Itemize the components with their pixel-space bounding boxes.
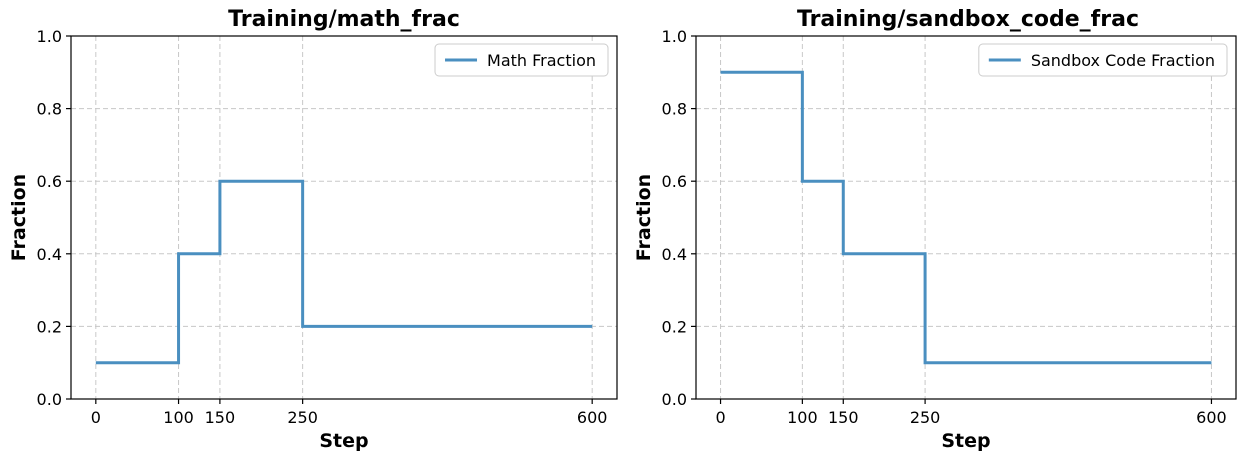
x-tick-label: 100	[787, 408, 818, 427]
legend: Math Fraction	[434, 43, 609, 77]
y-tick-label: 0.6	[662, 172, 687, 191]
chart-math-frac: 0 100 150 250 600 0.0 0.2 0.4 0.6 0.8 1.0 Training/…	[8, 7, 618, 451]
x-tick-label: 100	[163, 408, 194, 427]
y-tick-label: 1.0	[37, 27, 62, 46]
plot-frame	[695, 35, 1237, 400]
chart-sandbox-code-frac: 0 100 150 250 600 0.0 0.2 0.4 0.6 0.8 1.0 Training/…	[633, 7, 1237, 451]
legend-box	[978, 43, 1228, 77]
y-tick-label: 0.8	[37, 100, 62, 119]
x-tick-label: 150	[205, 408, 236, 427]
x-tick-label: 0	[91, 408, 101, 427]
x-tick-label: 150	[828, 408, 859, 427]
chart-title: Training/math_frac	[228, 7, 460, 32]
y-tick-label: 0.2	[662, 317, 687, 336]
y-tick-label: 0.0	[37, 390, 62, 409]
series-line	[95, 179, 593, 365]
x-tick-label: 250	[287, 408, 318, 427]
chart-title: Training/sandbox_code_frac	[797, 7, 1139, 32]
y-tick-label: 0.0	[662, 390, 687, 409]
y-tick-label: 0.4	[37, 245, 62, 264]
legend: Sandbox Code Fraction	[978, 43, 1228, 77]
x-tick-label: 250	[910, 408, 941, 427]
y-tick-label: 0.6	[37, 172, 62, 191]
legend-box	[434, 43, 609, 77]
y-axis-label: Fraction	[8, 174, 30, 261]
x-tick-label: 0	[715, 408, 725, 427]
y-tick-label: 1.0	[662, 27, 687, 46]
y-tick-label: 0.8	[662, 100, 687, 119]
x-tick-label: 600	[1196, 408, 1227, 427]
series-line	[720, 70, 1212, 365]
y-tick-label: 0.4	[662, 245, 687, 264]
y-tick-label: 0.2	[37, 317, 62, 336]
x-axis-label: Step	[319, 430, 368, 451]
x-tick-label: 600	[577, 408, 608, 427]
plot-frame	[70, 35, 618, 400]
x-axis-label: Step	[941, 430, 990, 451]
legend-label: Math Fraction	[487, 51, 596, 70]
y-axis-label: Fraction	[633, 174, 655, 261]
legend-label: Sandbox Code Fraction	[1031, 51, 1215, 70]
